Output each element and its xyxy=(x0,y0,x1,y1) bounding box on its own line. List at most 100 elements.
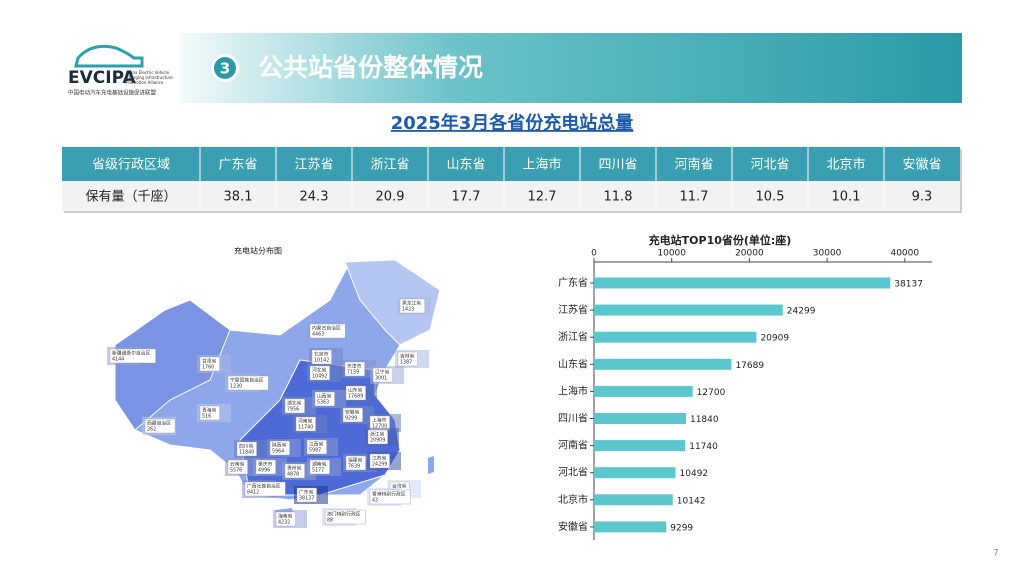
logo-en: China Electric Vehicle Charging Infrastr… xyxy=(126,70,173,85)
region-name: 福建省 xyxy=(348,457,363,464)
region-value: 1230 xyxy=(230,384,242,390)
region-name: 江苏省 xyxy=(372,455,387,462)
y-tick-label: 浙江省 xyxy=(558,330,588,343)
section-badge-inner xyxy=(214,57,236,79)
bar xyxy=(594,413,686,424)
region-value: 3001 xyxy=(375,376,387,382)
region-name: 浙江省 xyxy=(370,431,385,438)
region-label-box xyxy=(227,375,269,391)
table-header-cell: 浙江省 xyxy=(370,158,409,173)
region-label-box xyxy=(324,509,366,525)
y-tick-label: 广东省 xyxy=(558,276,588,289)
value-label: 24299 xyxy=(787,307,816,317)
bar xyxy=(594,467,676,479)
region-label-box xyxy=(369,453,390,469)
region-value: 43 xyxy=(372,498,378,504)
region-label-box xyxy=(236,441,257,457)
region-name: 安徽省 xyxy=(345,409,360,416)
region-name: 澳门特别行政区 xyxy=(327,511,361,518)
region-label-box xyxy=(372,367,393,383)
region-label-box xyxy=(296,487,317,503)
bar-chart: 0 10000 20000 30000 40000 广东省 38137 江苏省 24299 浙江省… xyxy=(558,249,932,540)
region-name: 内蒙古自治区 xyxy=(312,325,341,332)
bar xyxy=(594,304,783,316)
table-cell: 11.8 xyxy=(604,190,633,205)
table-header-cell: 北京市 xyxy=(826,157,865,173)
region-name: 湖南省 xyxy=(312,461,327,468)
region-value: 38137 xyxy=(299,496,314,502)
region-value: 262 xyxy=(147,427,156,433)
region-label-box xyxy=(306,439,327,455)
region-value: 516 xyxy=(202,414,211,420)
region-value: 10492 xyxy=(312,374,327,380)
region-name: 天津市 xyxy=(347,363,362,370)
region-value: 4144 xyxy=(112,357,124,363)
region-name: 贵州省 xyxy=(287,465,302,472)
value-label: 9299 xyxy=(670,523,693,533)
region-label-box xyxy=(295,416,316,432)
table-cell: 11.7 xyxy=(680,190,709,205)
y-tick-label: 四川省 xyxy=(558,412,588,425)
region-name: 台湾省 xyxy=(392,483,407,490)
region-label-box xyxy=(369,489,411,505)
region-label-box xyxy=(309,323,346,339)
region-name: 海南省 xyxy=(278,513,293,520)
region-value: 5964 xyxy=(272,449,284,455)
table-cell: 17.7 xyxy=(452,190,481,205)
region-label-box xyxy=(344,361,365,377)
value-label: 10492 xyxy=(680,469,709,479)
region-name: 辽宁省 xyxy=(375,369,390,376)
table-header-cell: 省级行政区域 xyxy=(92,158,170,173)
region-name: 湖北省 xyxy=(287,400,302,407)
region-value: 1423 xyxy=(402,307,414,313)
value-label: 11840 xyxy=(690,415,719,425)
region-value: 5987 xyxy=(309,448,321,454)
table-header-cell: 河南省 xyxy=(674,157,713,173)
bar xyxy=(594,521,667,533)
map-title: 充电站分布图 xyxy=(234,246,282,256)
region-value: 5363 xyxy=(317,400,329,406)
bar xyxy=(594,277,891,289)
y-tick-label: 河南省 xyxy=(558,439,588,452)
region-value: 7639 xyxy=(348,464,360,470)
region-value: 4232 xyxy=(278,520,290,526)
region-label-box xyxy=(309,365,330,381)
region-label-box xyxy=(284,463,305,479)
table-cell: 38.1 xyxy=(224,190,253,205)
region-label-box xyxy=(275,511,296,527)
region-label-box xyxy=(367,429,388,445)
table-header-cell: 四川省 xyxy=(598,158,637,173)
region-label-box xyxy=(397,351,418,367)
region-name: 甘肃省 xyxy=(202,358,217,365)
region-value: 12700 xyxy=(372,424,387,430)
x-tick-label: 0 xyxy=(591,249,597,259)
region-name: 河南省 xyxy=(298,418,313,425)
table-header-cell: 上海市 xyxy=(522,157,561,173)
region-label-box xyxy=(199,356,220,372)
region-name: 广东省 xyxy=(299,489,314,496)
region-value: 4878 xyxy=(287,472,299,478)
bar xyxy=(594,385,693,397)
region-value: 24299 xyxy=(372,462,387,468)
table-header-cell: 河北省 xyxy=(750,158,789,173)
table-cell: 保有量（千座） xyxy=(85,190,176,205)
x-tick-label: 30000 xyxy=(813,249,842,259)
region-name: 山东省 xyxy=(348,387,363,394)
table-row-bg xyxy=(62,181,960,211)
region-label-box xyxy=(109,348,156,364)
table-header-cell: 广东省 xyxy=(218,158,257,173)
bar xyxy=(594,494,673,506)
region-value: 5177 xyxy=(312,468,324,474)
region-value: 1760 xyxy=(202,365,214,371)
region-value: 88 xyxy=(327,518,333,524)
y-tick-label: 上海市 xyxy=(558,384,588,397)
region-label-box xyxy=(314,391,335,407)
region-value: 5576 xyxy=(230,468,242,474)
value-label: 17689 xyxy=(735,361,764,371)
bar xyxy=(594,358,732,370)
table-cell: 9.3 xyxy=(912,190,933,205)
region-name: 宁夏回族自治区 xyxy=(230,377,264,384)
